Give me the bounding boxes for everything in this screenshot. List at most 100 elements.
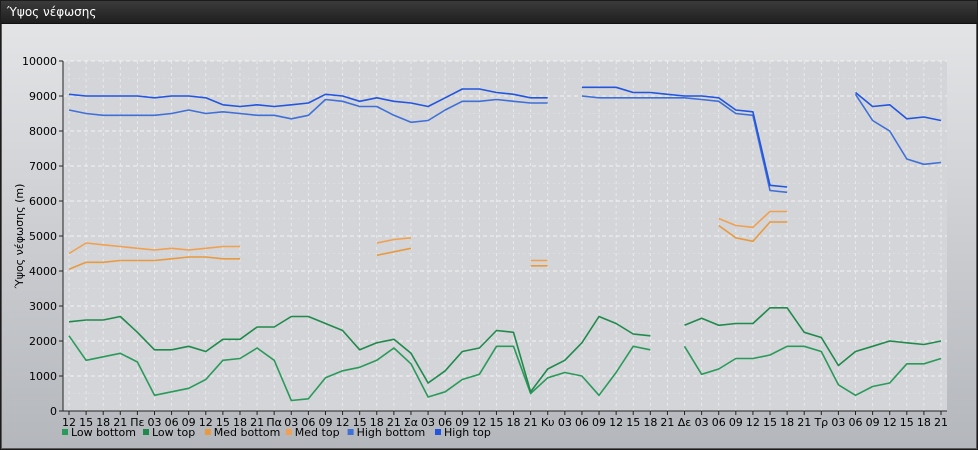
series-high-top xyxy=(68,86,942,188)
x-tick-label: 06 xyxy=(438,416,452,429)
x-tick-label: 15 xyxy=(763,416,777,429)
x-tick-label: 18 xyxy=(917,416,931,429)
x-tick-label: 03 xyxy=(284,416,298,429)
x-tick-label: 06 xyxy=(849,416,863,429)
legend-swatch xyxy=(435,429,441,435)
series-line-segment xyxy=(718,221,788,243)
x-tick-label: 18 xyxy=(780,416,794,429)
x-tick-label: 03 xyxy=(558,416,572,429)
x-tick-label: 15 xyxy=(489,416,503,429)
x-tick-label: 06 xyxy=(165,416,179,429)
legend-swatch xyxy=(143,429,149,435)
x-tick-label: 15 xyxy=(900,416,914,429)
x-tick-label: Τρ xyxy=(813,416,828,429)
legend-swatch xyxy=(285,429,292,435)
series-line-segment xyxy=(68,242,240,255)
series-line-segment xyxy=(854,93,942,166)
x-tick-label: 03 xyxy=(147,416,161,429)
cloud-height-chart: 0 1000 2000 3000 4000 5000 6000 7000 8000 9000 100… xyxy=(13,55,948,439)
y-tick-label: 6000 xyxy=(29,195,57,208)
series-line-segment xyxy=(68,315,651,393)
y-tick-label: 3000 xyxy=(29,300,57,313)
x-tick-label: 12 xyxy=(472,416,486,429)
x-tick-label: 12 xyxy=(609,416,623,429)
series-line-segment xyxy=(683,345,942,397)
series-line-segment xyxy=(684,306,942,367)
x-tick-label: 18 xyxy=(370,416,384,429)
x-tick-label: Δε xyxy=(678,416,692,429)
y-tick-label: 5000 xyxy=(29,230,57,243)
legend-label: Low bottom xyxy=(71,426,136,439)
x-tick-label: 09 xyxy=(729,416,743,429)
y-tick-label: 9000 xyxy=(29,90,57,103)
legend-swatch xyxy=(62,429,68,435)
series-line-segment xyxy=(581,86,788,188)
x-tick-label: 06 xyxy=(301,416,315,429)
legend-item: High top xyxy=(435,426,491,439)
x-tick-label: 09 xyxy=(866,416,880,429)
x-tick-label: 18 xyxy=(96,416,110,429)
x-tick-label: 06 xyxy=(712,416,726,429)
legend-item: Med bottom xyxy=(204,426,280,439)
x-tick-label: 03 xyxy=(695,416,709,429)
legend-label: High top xyxy=(444,426,491,439)
x-tick-label: 21 xyxy=(113,416,127,429)
y-axis-label: Ύψος νέφωσης (m) xyxy=(13,184,26,290)
legend-label: Low top xyxy=(152,426,195,439)
x-tick-label: 03 xyxy=(421,416,435,429)
x-tick-label: Κυ xyxy=(541,416,555,429)
window-title: Ύψος νέφωσης xyxy=(7,5,97,19)
x-tick-label: 09 xyxy=(592,416,606,429)
series-line-segment xyxy=(68,335,651,402)
series-line-segment xyxy=(718,210,788,229)
x-tick-label: 15 xyxy=(216,416,230,429)
x-tick-label: 06 xyxy=(575,416,589,429)
y-tick-label: 1000 xyxy=(29,370,57,383)
chart-panel: 0 1000 2000 3000 4000 5000 6000 7000 8000 9000 100… xyxy=(2,24,976,448)
series-line-segment xyxy=(68,88,548,108)
x-tick-label: 21 xyxy=(934,416,948,429)
series-line-segment xyxy=(68,256,240,271)
y-tick-label: 4000 xyxy=(29,265,57,278)
y-tick-label: 2000 xyxy=(29,335,57,348)
x-tick-label: 12 xyxy=(199,416,213,429)
x-tick-label: 15 xyxy=(626,416,640,429)
x-tick-label: Πα xyxy=(266,416,282,429)
series-low-bottom xyxy=(68,335,942,402)
x-tick-label: 15 xyxy=(353,416,367,429)
x-tick-label: 12 xyxy=(336,416,350,429)
series-line-segment xyxy=(854,91,942,122)
series-med-bottom xyxy=(68,221,788,271)
legend-item: Low bottom xyxy=(62,426,136,439)
series-line-segment xyxy=(68,98,548,124)
x-tick-label: 09 xyxy=(182,416,196,429)
x-tick-label: 12 xyxy=(62,416,76,429)
x-tick-label: 18 xyxy=(233,416,247,429)
x-tick-label: 21 xyxy=(797,416,811,429)
x-tick-label: 09 xyxy=(318,416,332,429)
y-tick-label: 10000 xyxy=(22,55,57,68)
x-tick-label: 18 xyxy=(507,416,521,429)
legend-item: High bottom xyxy=(347,426,426,439)
legend-swatch xyxy=(204,429,211,435)
series-low-top xyxy=(68,306,942,393)
x-tick-label: 21 xyxy=(660,416,674,429)
legend-label: High bottom xyxy=(357,426,426,439)
x-tick-label: 03 xyxy=(831,416,845,429)
series-med-top xyxy=(68,210,788,262)
x-tick-label: Πε xyxy=(130,416,144,429)
series-line-segment xyxy=(376,237,412,244)
x-tick-label: 09 xyxy=(455,416,469,429)
x-tick-label: 21 xyxy=(250,416,264,429)
x-tick-label: 21 xyxy=(387,416,401,429)
legend: Low bottom Low top Med bottom Med top High b… xyxy=(62,426,491,439)
x-tick-label: 12 xyxy=(883,416,897,429)
legend-item: Low top xyxy=(143,426,195,439)
legend-label: Med top xyxy=(295,426,340,439)
series-line-segment xyxy=(376,247,412,257)
x-tick-label: 18 xyxy=(643,416,657,429)
x-tick-label: 15 xyxy=(79,416,93,429)
x-tick-label: 12 xyxy=(746,416,760,429)
x-tick-label: 21 xyxy=(524,416,538,429)
